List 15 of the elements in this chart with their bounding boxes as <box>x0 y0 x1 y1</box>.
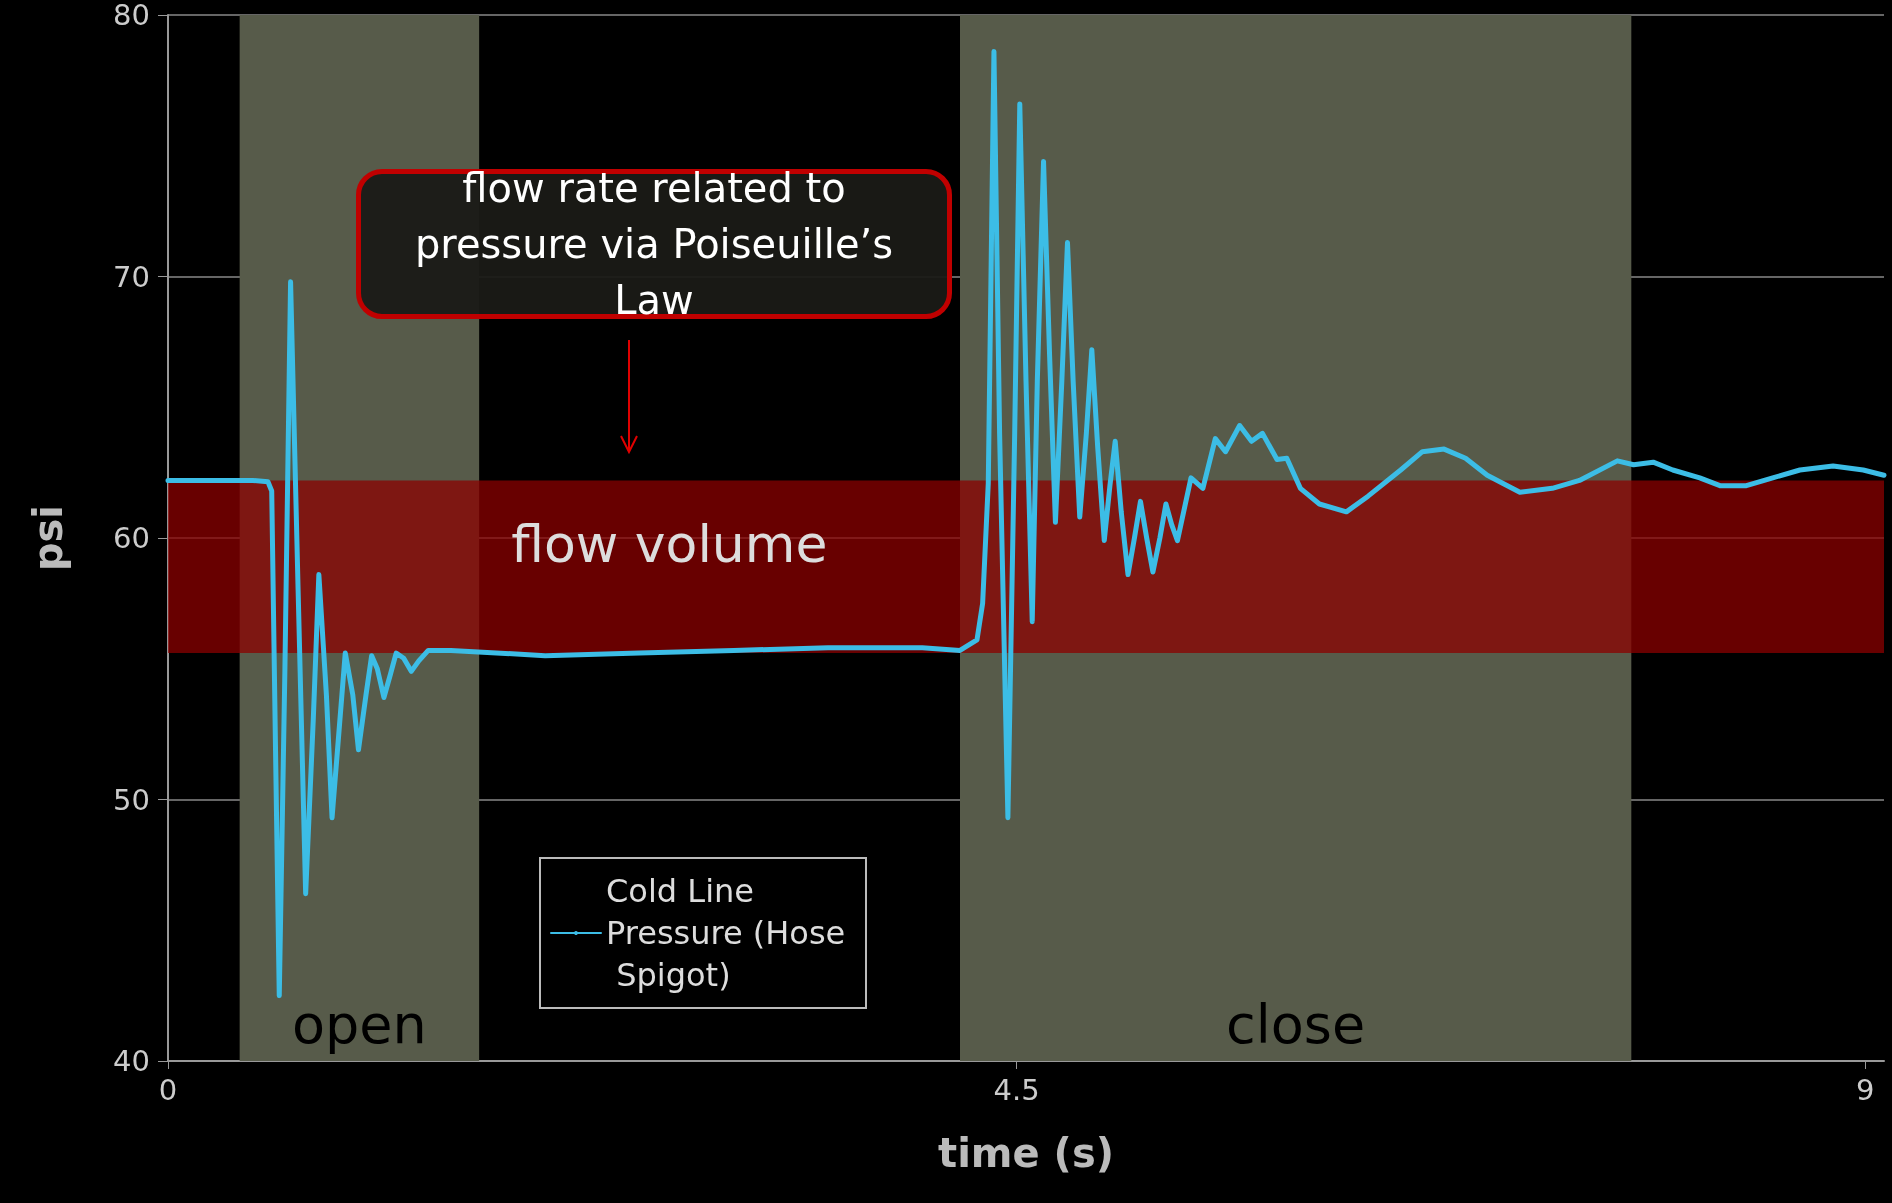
y-tick-label: 50 <box>113 782 150 817</box>
x-tick-label: 4.5 <box>993 1072 1040 1107</box>
y-tick-label: 40 <box>113 1044 150 1078</box>
band-label: close <box>1226 992 1366 1056</box>
band-label: open <box>292 992 427 1056</box>
legend-label: Cold Line Pressure (Hose Spigot) <box>606 872 846 994</box>
x-tick-label: 9 <box>1855 1072 1875 1107</box>
y-axis-title: psi <box>25 504 71 572</box>
y-tick-label: 60 <box>113 521 150 555</box>
annotation: flow rate related to pressure via Poiseuille’s Law <box>413 165 895 323</box>
x-tick-label: 0 <box>158 1072 178 1107</box>
y-tick-label: 70 <box>113 259 150 294</box>
y-tick-label: 80 <box>113 0 150 32</box>
x-axis-title: time (s) <box>938 1130 1114 1176</box>
band-label: flow volume <box>511 514 828 575</box>
